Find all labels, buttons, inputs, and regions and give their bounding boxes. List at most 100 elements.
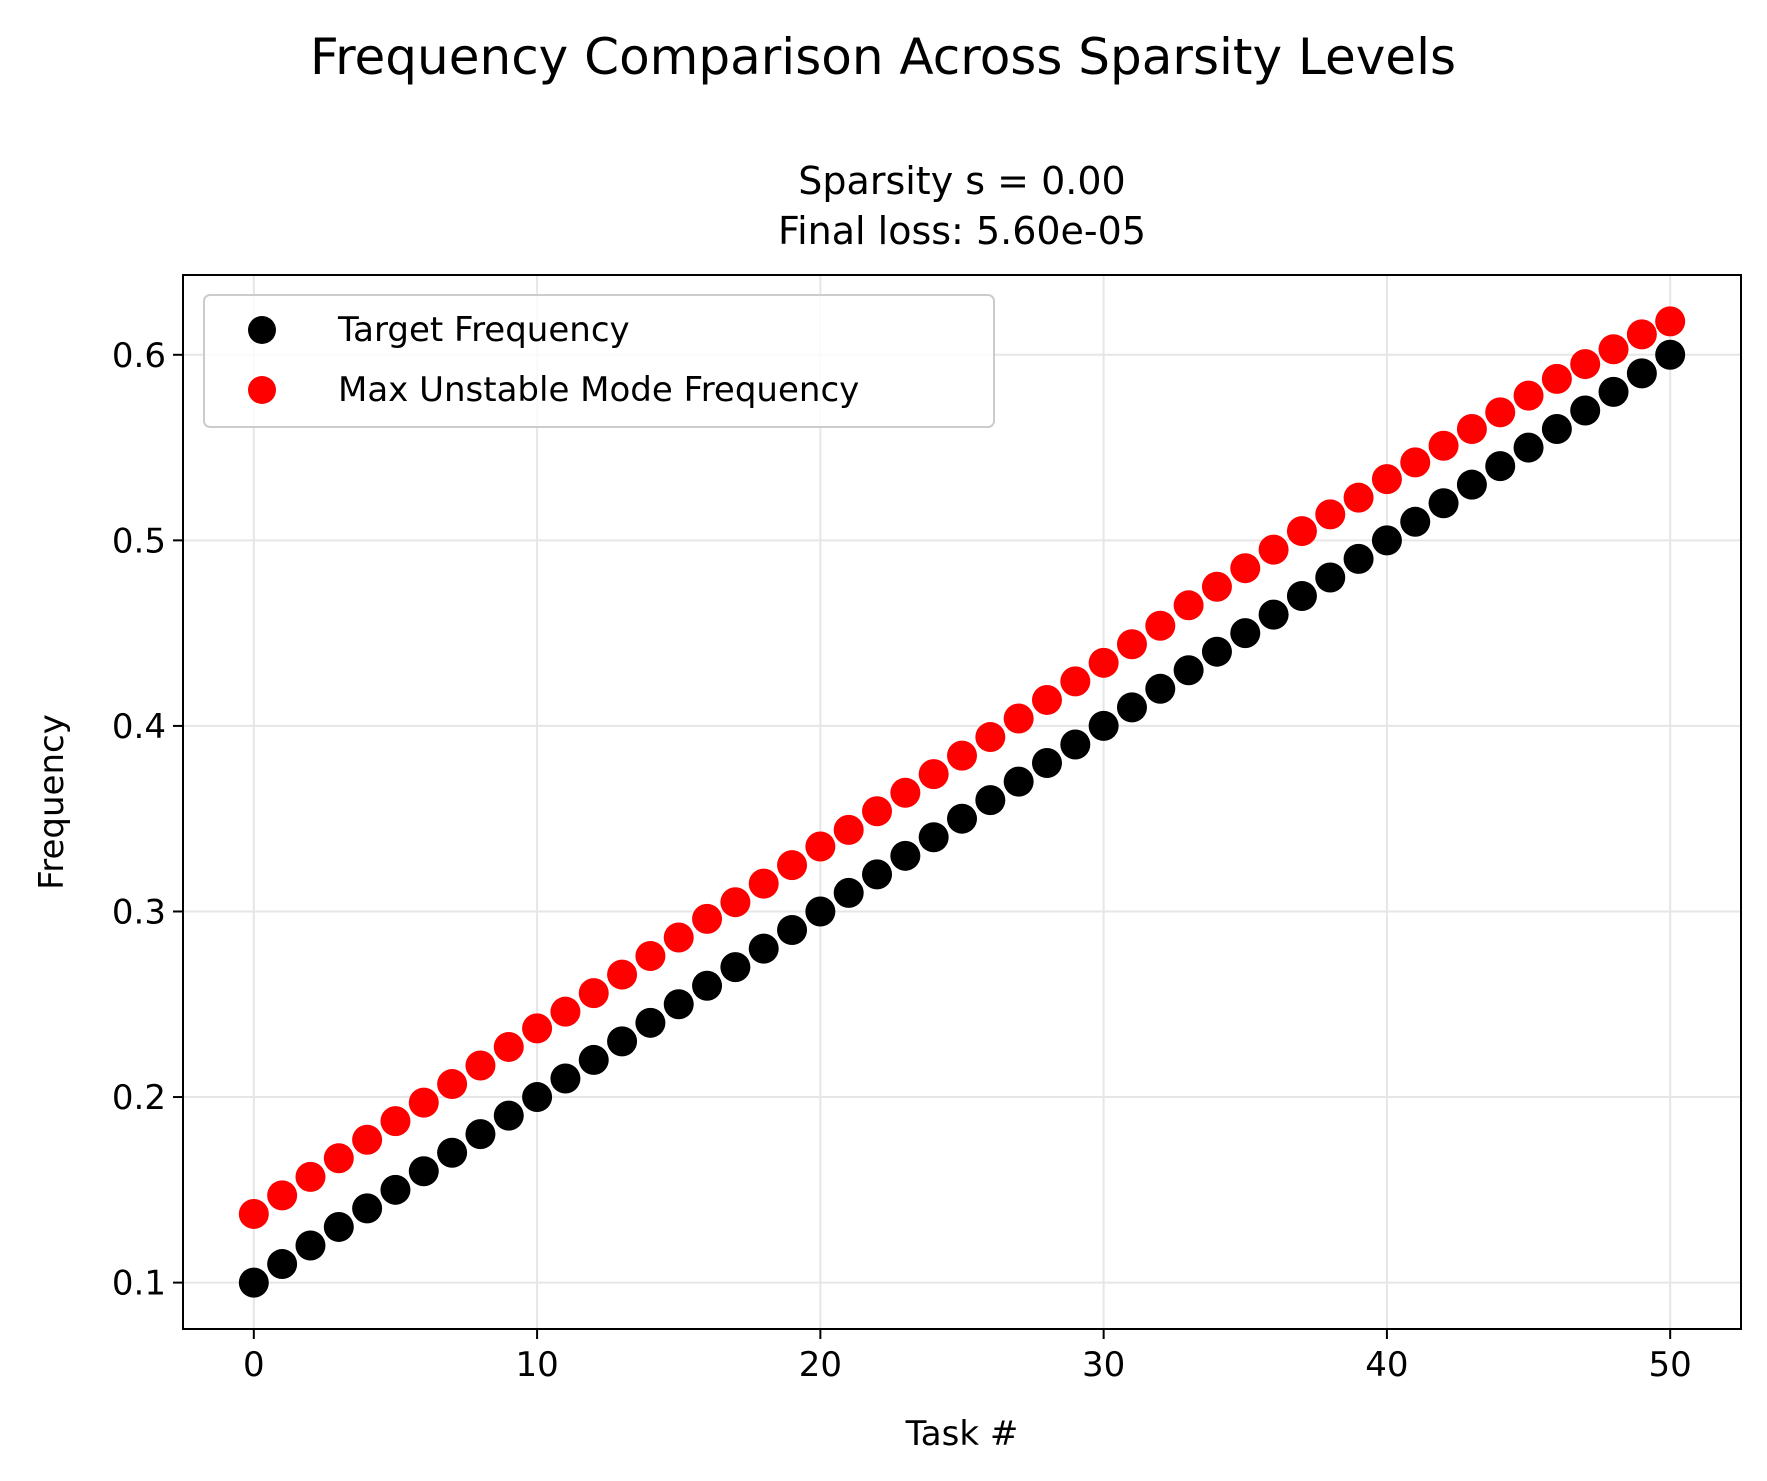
- data-point-max-unstable-mode-frequency: [975, 722, 1006, 753]
- legend-box: [203, 294, 995, 428]
- data-point-max-unstable-mode-frequency: [692, 903, 723, 934]
- y-tick-label: 0.2: [112, 1078, 166, 1118]
- data-points: [238, 306, 1686, 1298]
- data-point-max-unstable-mode-frequency: [947, 740, 977, 771]
- data-point-max-unstable-mode-frequency: [1371, 464, 1402, 495]
- data-point-target-frequency: [1116, 692, 1147, 723]
- data-point-max-unstable-mode-frequency: [465, 1050, 496, 1081]
- data-point-max-unstable-mode-frequency: [1315, 499, 1346, 530]
- series-target-frequency: [238, 339, 1686, 1298]
- data-point-target-frequency: [833, 877, 864, 908]
- data-point-target-frequency: [1570, 395, 1601, 426]
- data-point-target-frequency: [607, 1026, 638, 1057]
- data-point-max-unstable-mode-frequency: [1201, 571, 1232, 602]
- data-point-target-frequency: [1428, 488, 1459, 519]
- legend: Target Frequency Max Unstable Mode Frequ…: [203, 294, 995, 428]
- data-point-target-frequency: [1173, 655, 1204, 686]
- data-point-target-frequency: [1286, 581, 1317, 612]
- data-point-max-unstable-mode-frequency: [1485, 397, 1516, 428]
- data-point-max-unstable-mode-frequency: [380, 1106, 411, 1137]
- data-point-max-unstable-mode-frequency: [1003, 703, 1034, 734]
- legend-label-max-unstable-mode-frequency: Max Unstable Mode Frequency: [338, 370, 859, 410]
- data-point-target-frequency: [437, 1137, 468, 1168]
- data-point-max-unstable-mode-frequency: [493, 1031, 524, 1062]
- data-point-target-frequency: [1626, 358, 1657, 389]
- data-point-max-unstable-mode-frequency: [805, 831, 836, 862]
- x-axis-ticks: 0 10 20 30 40 50: [243, 1329, 1692, 1385]
- x-tick-label: 30: [1082, 1345, 1125, 1385]
- data-point-max-unstable-mode-frequency: [862, 796, 893, 827]
- data-point-max-unstable-mode-frequency: [1145, 610, 1176, 641]
- y-axis-label: Frequency: [32, 714, 72, 890]
- data-point-target-frequency: [890, 840, 921, 871]
- legend-marker-target-frequency: [248, 316, 276, 344]
- legend-marker-max-unstable-mode-frequency: [248, 376, 276, 404]
- data-point-target-frequency: [408, 1156, 439, 1187]
- data-point-target-frequency: [1060, 729, 1091, 760]
- data-point-max-unstable-mode-frequency: [777, 850, 808, 881]
- data-point-max-unstable-mode-frequency: [1456, 414, 1487, 445]
- y-tick-label: 0.3: [112, 892, 166, 932]
- data-point-target-frequency: [1003, 766, 1034, 797]
- data-point-max-unstable-mode-frequency: [1060, 666, 1091, 697]
- data-point-max-unstable-mode-frequency: [635, 941, 666, 972]
- data-point-target-frequency: [1456, 469, 1487, 500]
- data-point-target-frequency: [550, 1063, 581, 1094]
- x-axis-label: Task #: [905, 1414, 1019, 1454]
- data-point-target-frequency: [1145, 673, 1176, 704]
- data-point-target-frequency: [692, 970, 723, 1001]
- data-point-max-unstable-mode-frequency: [1031, 684, 1062, 715]
- data-point-max-unstable-mode-frequency: [550, 996, 581, 1027]
- data-point-target-frequency: [748, 933, 779, 964]
- data-point-max-unstable-mode-frequency: [295, 1161, 326, 1192]
- data-point-max-unstable-mode-frequency: [1570, 349, 1601, 380]
- data-point-target-frequency: [1485, 451, 1516, 482]
- figure-suptitle: Frequency Comparison Across Sparsity Lev…: [310, 28, 1456, 86]
- x-tick-label: 20: [799, 1345, 842, 1385]
- data-point-target-frequency: [465, 1119, 496, 1150]
- data-point-max-unstable-mode-frequency: [1343, 482, 1374, 513]
- data-point-target-frequency: [1541, 414, 1572, 445]
- data-point-max-unstable-mode-frequency: [352, 1124, 383, 1155]
- data-point-target-frequency: [578, 1044, 609, 1075]
- data-point-max-unstable-mode-frequency: [720, 887, 751, 918]
- data-point-max-unstable-mode-frequency: [1626, 319, 1657, 350]
- x-tick-label: 10: [515, 1345, 558, 1385]
- data-point-target-frequency: [1371, 525, 1402, 556]
- data-point-target-frequency: [493, 1100, 524, 1131]
- data-point-target-frequency: [720, 952, 751, 983]
- data-point-target-frequency: [1655, 339, 1686, 370]
- data-point-target-frequency: [1343, 543, 1374, 574]
- y-tick-label: 0.1: [112, 1264, 166, 1304]
- data-point-target-frequency: [238, 1267, 269, 1298]
- data-point-max-unstable-mode-frequency: [1230, 553, 1261, 584]
- data-point-target-frequency: [1258, 599, 1289, 630]
- x-tick-label: 40: [1365, 1345, 1408, 1385]
- y-tick-label: 0.5: [112, 521, 166, 561]
- data-point-target-frequency: [805, 896, 836, 927]
- data-point-target-frequency: [295, 1230, 326, 1261]
- data-point-max-unstable-mode-frequency: [1088, 647, 1119, 678]
- data-point-max-unstable-mode-frequency: [323, 1143, 354, 1174]
- data-point-max-unstable-mode-frequency: [578, 978, 609, 1009]
- y-tick-label: 0.4: [112, 707, 166, 747]
- data-point-max-unstable-mode-frequency: [1258, 534, 1289, 565]
- y-axis-ticks: 0.1 0.2 0.3 0.4 0.5 0.6: [112, 336, 183, 1304]
- data-point-target-frequency: [323, 1211, 354, 1242]
- data-point-target-frequency: [947, 803, 977, 834]
- data-point-max-unstable-mode-frequency: [1286, 516, 1317, 547]
- data-point-max-unstable-mode-frequency: [1513, 380, 1544, 411]
- data-point-max-unstable-mode-frequency: [890, 777, 921, 808]
- chart-title-line2: Final loss: 5.60e-05: [778, 209, 1146, 253]
- data-point-target-frequency: [1230, 618, 1261, 649]
- data-point-max-unstable-mode-frequency: [1173, 590, 1204, 621]
- data-point-max-unstable-mode-frequency: [1116, 629, 1147, 660]
- data-point-max-unstable-mode-frequency: [663, 922, 694, 953]
- data-point-target-frequency: [1088, 710, 1119, 741]
- data-point-target-frequency: [1513, 432, 1544, 463]
- data-point-max-unstable-mode-frequency: [833, 814, 864, 845]
- y-tick-label: 0.6: [112, 336, 166, 376]
- data-point-max-unstable-mode-frequency: [1598, 334, 1629, 365]
- data-point-target-frequency: [267, 1249, 298, 1280]
